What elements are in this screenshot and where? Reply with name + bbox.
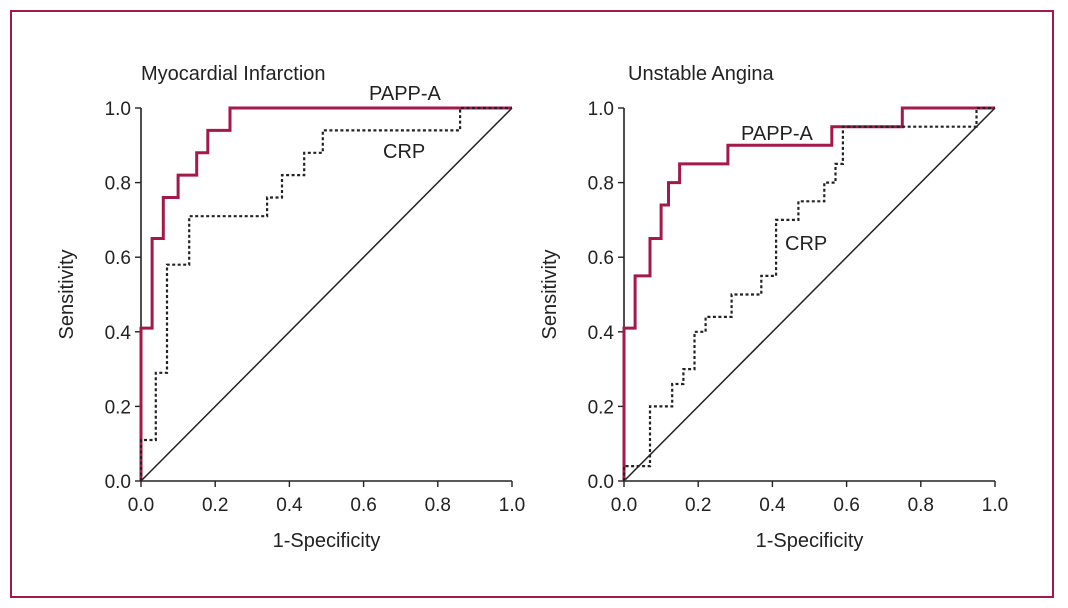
chart-1-y-tick-label: 0.8 (105, 174, 131, 195)
chart-1-papp-a-label: PAPP-A (369, 83, 442, 105)
chart-1-x-tick-label: 0.0 (128, 495, 154, 516)
chart-2-crp-label: CRP (785, 233, 827, 255)
chart-2-y-tick-label: 1.0 (588, 99, 614, 120)
chart-2-x-tick-label: 0.0 (611, 495, 637, 516)
chart-1-y-tick-label: 0.6 (105, 248, 131, 269)
chart-2-y-axis-label: Sensitivity (539, 249, 561, 339)
chart-1-x-tick-label: 0.2 (202, 495, 228, 516)
chart-2-crp-line (622, 106, 995, 481)
figure-frame (10, 10, 1054, 598)
chart-2-x-axis-label: 1-Specificity (756, 530, 864, 552)
chart-1-crp-line (139, 106, 512, 481)
chart-2-y-tick-label: 0.2 (588, 397, 614, 418)
chart-1-diagonal-line (140, 107, 513, 482)
chart-1-crp-label: CRP (383, 141, 425, 163)
chart-2-x-tick-label: 1.0 (982, 495, 1008, 516)
chart-1-x-tick-label: 0.4 (276, 495, 303, 516)
chart-1-y-tick-label: 0.0 (105, 472, 131, 493)
chart-2-title: Unstable Angina (628, 63, 775, 85)
chart-2-diagonal-line (623, 107, 996, 482)
chart-2-x-tick-label: 0.6 (833, 495, 859, 516)
chart-2-x-tick-label: 0.2 (685, 495, 711, 516)
chart-1-x-axis-label: 1-Specificity (273, 530, 381, 552)
chart-2-y-tick-label: 0.4 (588, 323, 615, 344)
chart-1-x-tick-label: 1.0 (499, 495, 525, 516)
chart-1-x-tick-label: 0.8 (425, 495, 451, 516)
chart-2-x-tick-label: 0.4 (759, 495, 786, 516)
chart-1-title: Myocardial Infarction (141, 63, 326, 85)
chart-2-x-tick-label: 0.8 (908, 495, 934, 516)
chart-2-y-tick-label: 0.8 (588, 174, 614, 195)
chart-1-y-tick-label: 0.4 (105, 323, 132, 344)
chart-1-y-tick-label: 0.2 (105, 397, 131, 418)
chart-1-y-axis-label: Sensitivity (56, 249, 78, 339)
chart-1-y-tick-label: 1.0 (105, 99, 131, 120)
chart-1-papp-a-line (139, 106, 512, 481)
chart-2-y-tick-label: 0.0 (588, 472, 614, 493)
chart-2-papp-a-line (622, 106, 995, 481)
chart-2-papp-a-label: PAPP-A (741, 123, 814, 145)
chart-1-x-tick-label: 0.6 (350, 495, 376, 516)
chart-2-y-tick-label: 0.6 (588, 248, 614, 269)
